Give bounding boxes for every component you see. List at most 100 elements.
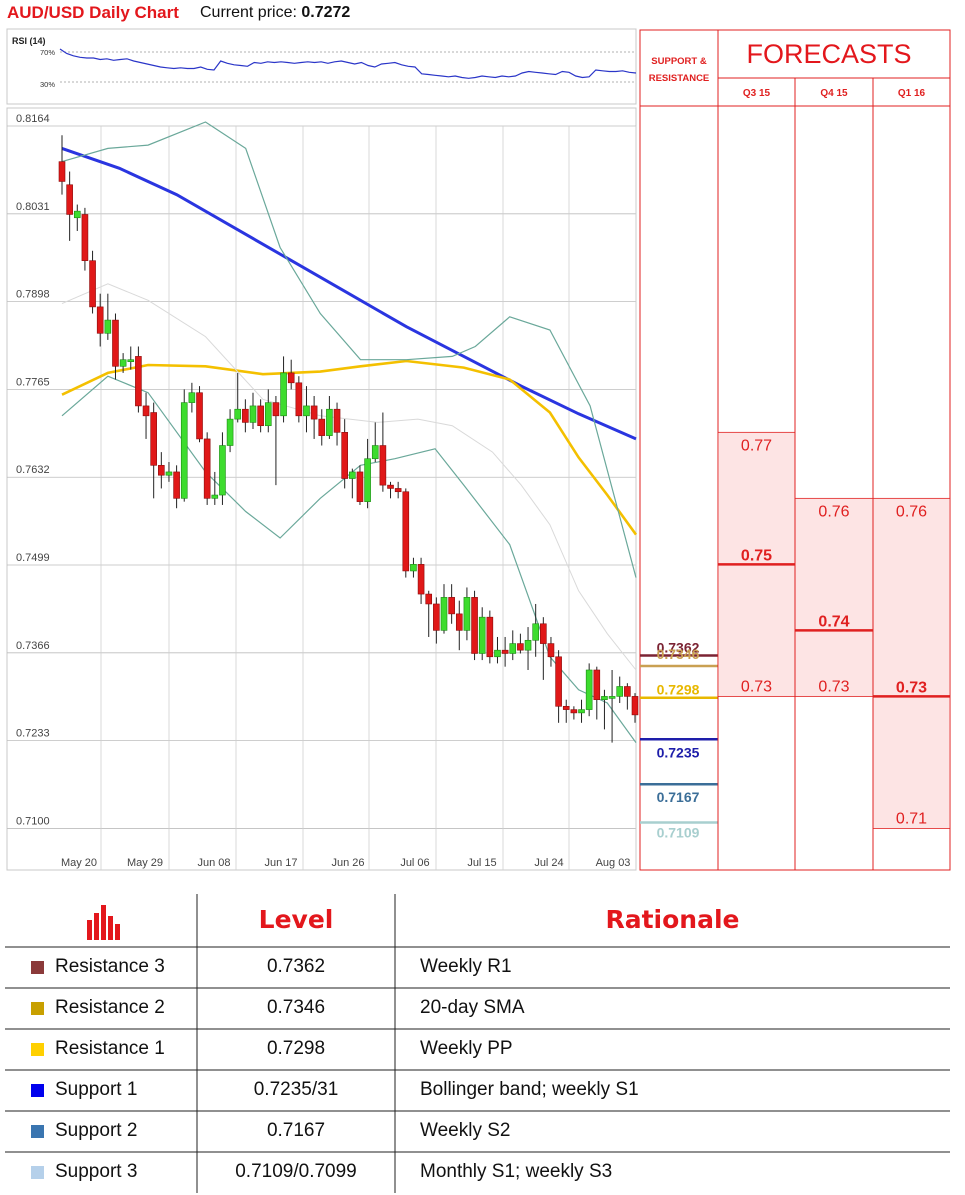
level-color-swatch [31, 961, 44, 974]
candle-body-4 [89, 260, 96, 308]
forecast-mid-1: 0.74 [818, 613, 849, 630]
level-value: 0.7235/31 [253, 1079, 339, 1100]
forecast-mid-0: 0.75 [741, 547, 772, 564]
levels-table: Level Rationale Resistance 3 0.7362 Weekly… [0, 880, 965, 1195]
forecast-col-label-1: Q4 15 [820, 88, 848, 99]
indicator-line-4 [61, 283, 637, 671]
candle-body-5 [96, 306, 104, 334]
y-tick-label-4: 0.7632 [16, 464, 50, 476]
y-tick-label-5: 0.7499 [16, 552, 50, 564]
candle-body-7 [112, 319, 119, 367]
candle-body-52 [455, 613, 463, 631]
levels-table-lines [5, 894, 950, 1193]
current-price: Current price: 0.7272 [200, 4, 350, 22]
level-rationale: Weekly PP [420, 1038, 513, 1059]
candle-body-33 [310, 405, 318, 420]
level-value: 0.7346 [266, 997, 326, 1018]
level-name: Support 1 [55, 1079, 138, 1100]
candle-body-56 [486, 616, 494, 658]
x-tick-label-2: Jun 08 [197, 857, 230, 869]
candle-body-27 [264, 402, 272, 427]
level-rationale: Weekly S2 [420, 1120, 511, 1141]
candle-body-50 [440, 597, 448, 631]
bar-chart-icon-bar-1 [94, 913, 99, 940]
candle-body-31 [295, 382, 303, 417]
candle-body-6 [104, 319, 112, 334]
x-tick-label-0: May 20 [61, 857, 97, 869]
candle-body-0 [58, 161, 66, 182]
indicator-line-3 [61, 375, 637, 743]
candle-body-35 [326, 408, 333, 436]
candle-body-58 [501, 649, 509, 654]
candle-body-32 [303, 405, 310, 417]
candle-body-55 [478, 616, 486, 654]
candle-body-64 [547, 643, 555, 658]
candle-body-68 [578, 709, 585, 714]
candle-body-37 [341, 432, 348, 479]
candle-body-20 [211, 494, 219, 499]
rsi-frame [6, 28, 637, 105]
candle-body-14 [165, 471, 173, 476]
sr-label-1: 0.7346 [657, 646, 700, 662]
sr-header-line-2: RESISTANCE [649, 73, 710, 84]
level-name: Support 3 [55, 1161, 138, 1182]
candle-body-12 [150, 412, 157, 466]
level-value: 0.7362 [266, 956, 326, 977]
x-tick-label-8: Aug 03 [596, 857, 631, 869]
candle-body-75 [631, 696, 639, 716]
level-value: 0.7109/0.7099 [235, 1161, 357, 1182]
rsi-tick-30: 30% [40, 80, 55, 89]
level-value: 0.7298 [266, 1038, 326, 1059]
candle-body-13 [158, 465, 165, 476]
table-header-rationale: Rationale [605, 905, 740, 934]
candle-body-66 [562, 705, 570, 710]
bar-chart-icon-bar-0 [87, 920, 92, 940]
candle-body-11 [142, 405, 150, 417]
indicator-line-0 [61, 146, 637, 441]
sr-label-3: 0.7235 [657, 744, 700, 760]
candle-body-65 [555, 656, 562, 707]
forecast-col-label-2: Q1 16 [898, 88, 926, 99]
bar-chart-icon-bar-2 [101, 905, 106, 940]
candle-body-18 [196, 392, 203, 440]
level-rationale: Bollinger band; weekly S1 [420, 1079, 639, 1100]
candle-body-54 [471, 597, 478, 654]
candle-body-38 [349, 471, 356, 479]
candle-body-40 [364, 458, 371, 502]
level-rationale: 20-day SMA [420, 997, 525, 1018]
candle-body-45 [402, 491, 410, 572]
candlesticks [58, 135, 639, 743]
candle-body-73 [616, 686, 624, 697]
rsi-title: RSI (14) [12, 36, 46, 46]
sr-label-0: 0.7362 [657, 639, 700, 655]
candle-body-2 [73, 210, 81, 219]
x-tick-label-5: Jul 06 [400, 857, 429, 869]
chart-title: AUD/USD Daily Chart [7, 3, 179, 22]
indicator-line-2 [61, 121, 637, 578]
candle-body-3 [81, 214, 89, 261]
candle-body-17 [188, 392, 196, 403]
y-tick-label-3: 0.7765 [16, 376, 50, 388]
candle-body-46 [410, 564, 417, 572]
rsi-tick-70: 70% [40, 48, 55, 57]
candle-body-26 [257, 405, 264, 427]
candle-body-60 [517, 643, 524, 651]
candle-body-21 [219, 445, 226, 496]
x-tick-label-7: Jul 24 [534, 857, 563, 869]
candle-body-59 [509, 643, 517, 654]
candle-body-25 [249, 405, 257, 423]
candle-body-42 [379, 445, 387, 486]
level-color-swatch [31, 1043, 44, 1056]
forecast-high-1: 0.76 [818, 503, 849, 520]
candle-body-57 [494, 649, 501, 658]
forecast-high-2: 0.76 [896, 503, 927, 520]
candle-body-69 [585, 669, 593, 710]
table-row-dividers [5, 946, 950, 1153]
x-tick-label-1: May 29 [127, 857, 163, 869]
candle-body-22 [226, 418, 234, 446]
rsi-line [59, 48, 637, 79]
candle-body-28 [272, 402, 280, 417]
x-tick-label-3: Jun 17 [264, 857, 297, 869]
level-rationale: Weekly R1 [420, 956, 512, 977]
